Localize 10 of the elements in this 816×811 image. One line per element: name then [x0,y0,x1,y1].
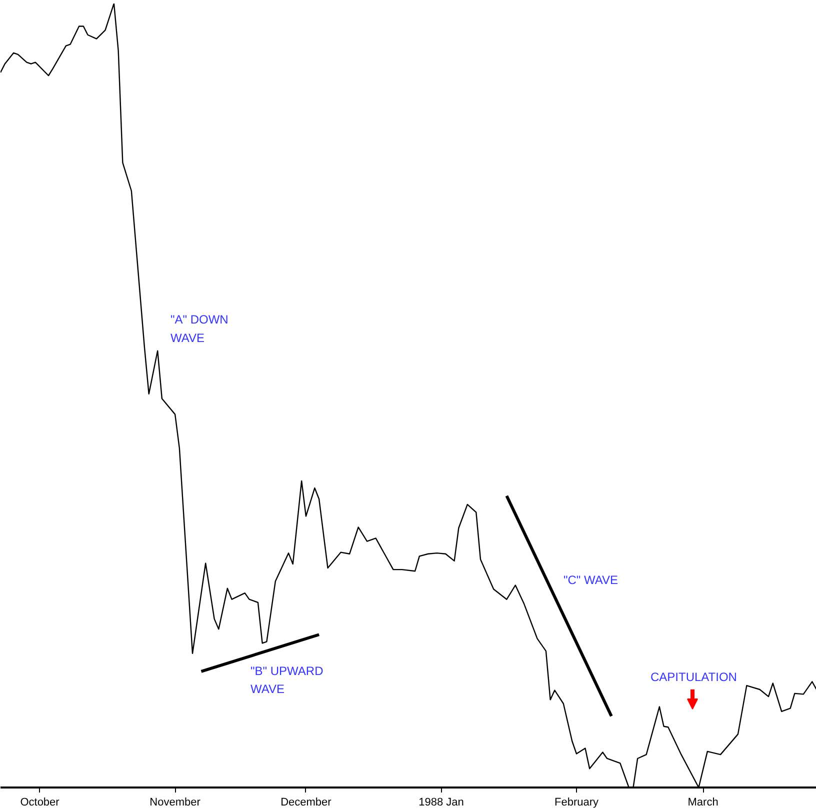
x-tick-label: December [280,796,332,808]
annotation: CAPITULATION [650,670,737,684]
x-tick-label: 1988 Jan [418,796,464,808]
x-tick-label: October [20,796,60,808]
annotation: "A" DOWN WAVE [170,312,228,345]
x-tick-label: November [150,796,201,808]
x-tick-label: March [688,796,718,808]
annotation: "B" UPWARD WAVE [250,664,324,696]
x-tick-label: February [554,796,600,808]
annotation: "C" WAVE [564,573,618,588]
